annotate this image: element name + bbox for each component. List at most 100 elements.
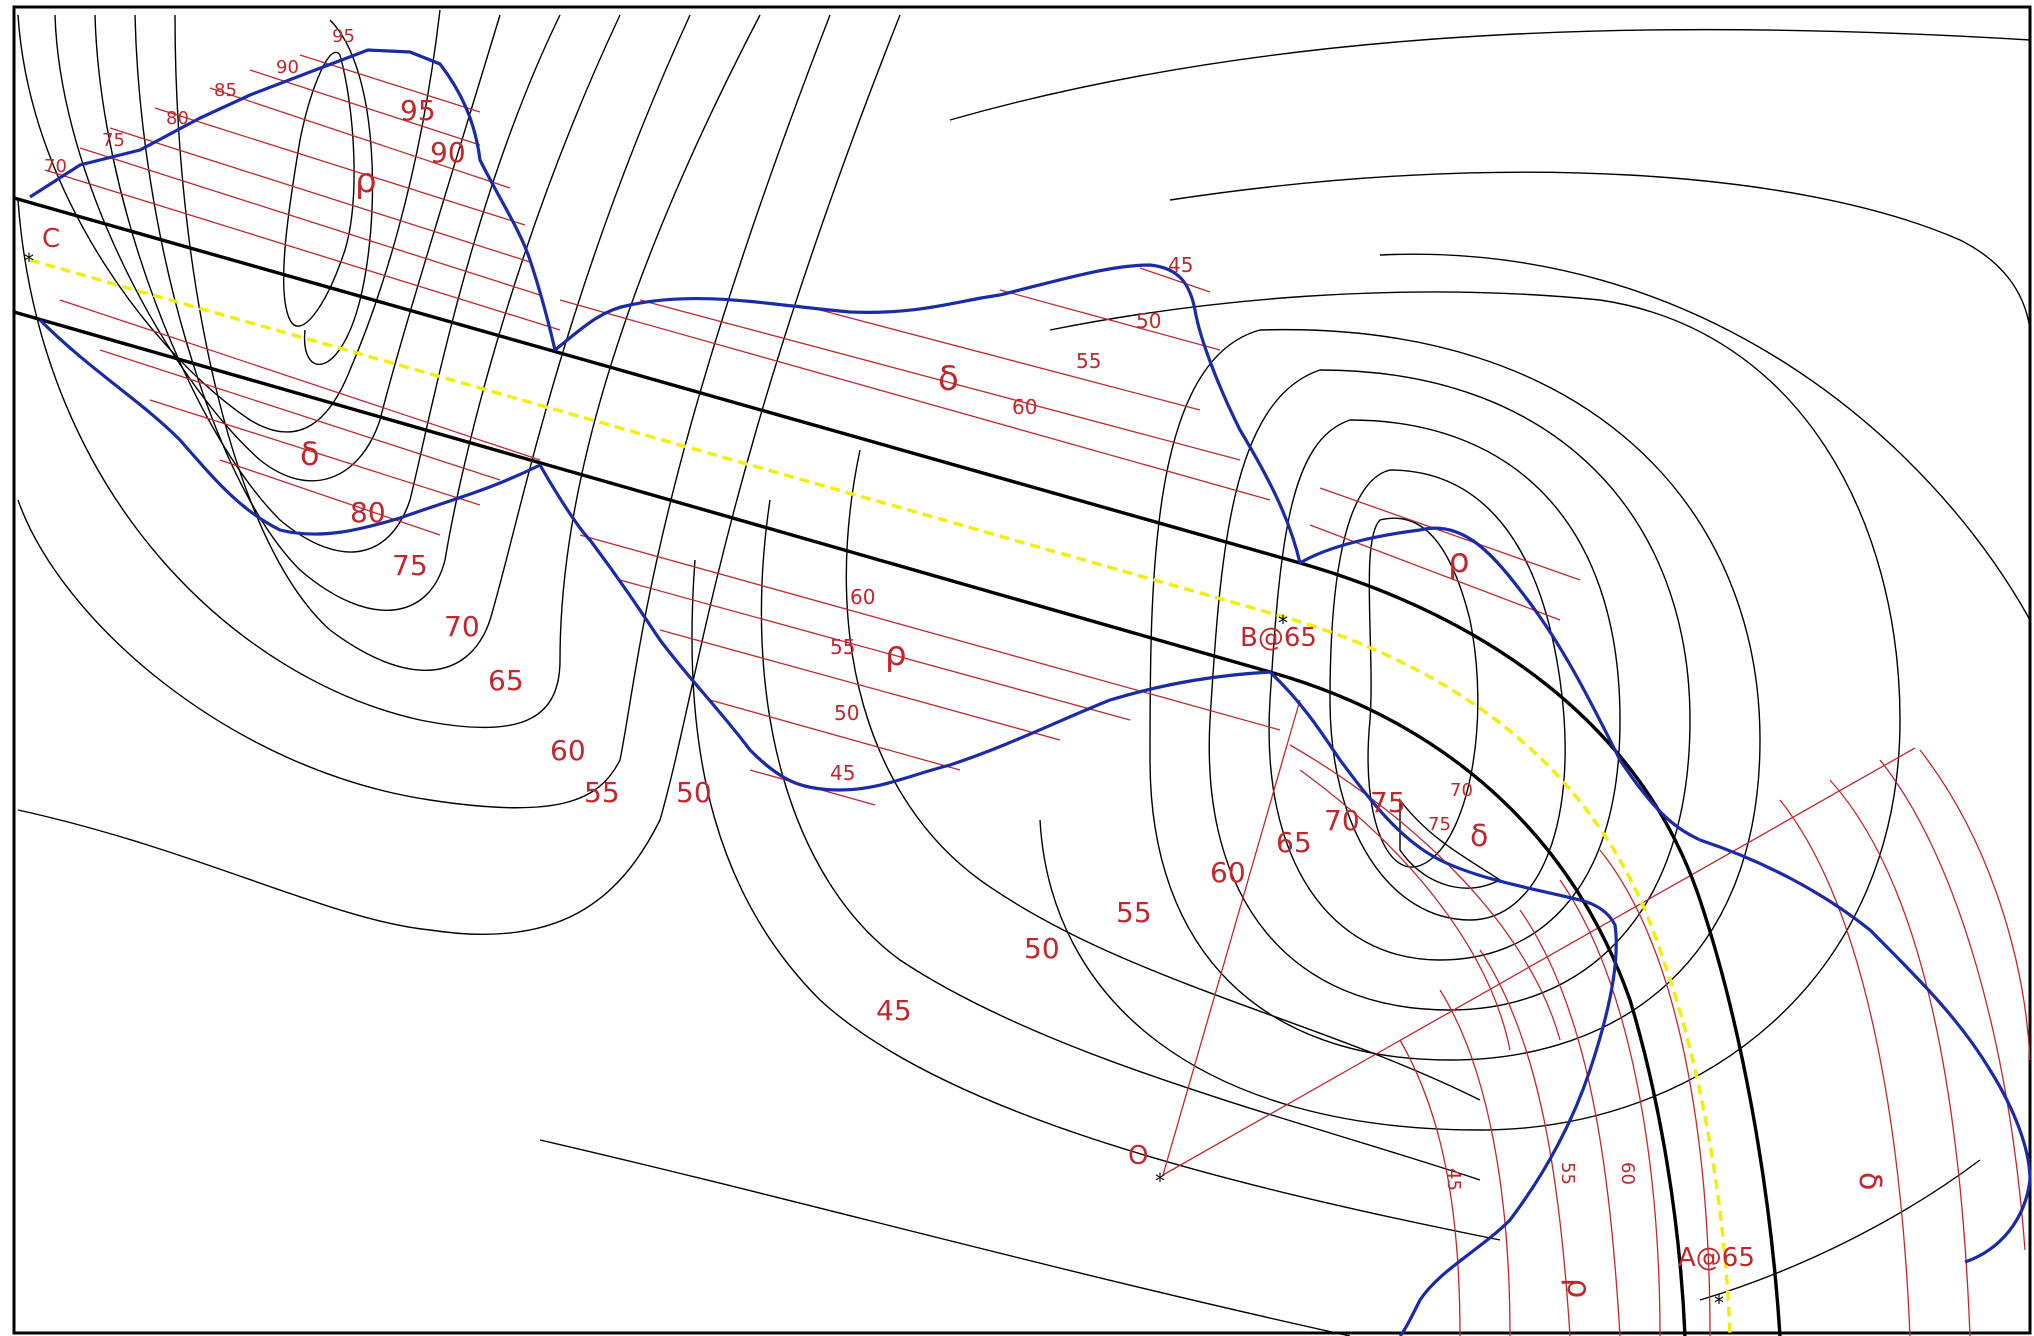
- elevation-label: 55: [830, 635, 855, 659]
- hatch-line: [659, 629, 1061, 741]
- boundary-lower-right: [1268, 670, 1618, 1336]
- hatch-line: [219, 459, 441, 536]
- fill-symbol: δ: [300, 435, 320, 473]
- hatch-line: [79, 147, 541, 296]
- elevation-label: 45: [1443, 1168, 1464, 1191]
- elevation-label: 60: [850, 585, 875, 609]
- elevation-label: 75: [1428, 814, 1451, 835]
- elevation-label: 65: [488, 664, 524, 697]
- contour-line: [1039, 291, 1901, 1131]
- road-edges: [13, 196, 1782, 1336]
- contour-line: [17, 14, 901, 936]
- hatch-line: [999, 289, 1221, 351]
- contour-line: [1268, 419, 1621, 961]
- hatch-arc: [1879, 759, 2026, 1251]
- boundary-right-upper: [1299, 526, 1701, 842]
- elevation-label: 55: [1116, 896, 1152, 929]
- boundary-lower-left: [38, 318, 541, 536]
- point-label-o: O: [1128, 1141, 1148, 1171]
- hatch-lines: [44, 54, 2031, 1336]
- elevation-label: 75: [392, 549, 428, 582]
- drawing-frame: [12, 5, 2032, 1335]
- elevation-label: 70: [444, 610, 480, 643]
- road-edge-lower: [13, 310, 1687, 1336]
- contour-line: [54, 14, 501, 482]
- contour-line: [134, 14, 621, 611]
- point-marker-b: *: [1278, 611, 1288, 635]
- boundary-upper-mid: [554, 263, 1302, 564]
- elevation-label: 95: [332, 26, 355, 47]
- elevation-label: 90: [430, 136, 466, 169]
- fill-symbol: δ: [1470, 819, 1488, 854]
- hatch-line: [149, 399, 481, 506]
- hatch-line: [1139, 267, 1211, 293]
- elevation-label: 45: [1168, 253, 1193, 277]
- hatch-line: [559, 299, 1271, 501]
- elevation-label: 60: [550, 734, 586, 767]
- point-label-c: C: [42, 224, 60, 254]
- contour-line: [303, 19, 374, 366]
- contour-line: [17, 9, 441, 433]
- elevation-label: 70: [1324, 804, 1360, 837]
- hatch-arc: [1399, 1039, 1461, 1336]
- contour-line: [1699, 1159, 1981, 1301]
- elevation-label: 50: [1024, 932, 1060, 965]
- point-label-a: A@65: [1678, 1243, 1755, 1273]
- elevation-label: 85: [214, 80, 237, 101]
- road-centerline: [29, 258, 1732, 1336]
- contour-line: [1149, 328, 1761, 1061]
- contour-line: [282, 51, 355, 327]
- elevation-label: 75: [1370, 786, 1406, 819]
- hatch-arc: [1519, 909, 1621, 1336]
- contour-line: [1379, 253, 2031, 621]
- hatch-line: [44, 169, 561, 331]
- elevation-label: 90: [276, 57, 299, 78]
- elevation-label: 55: [584, 776, 620, 809]
- contour-line: [760, 499, 1481, 1181]
- hatch-line: [579, 534, 1281, 731]
- elevation-label: 75: [102, 130, 125, 151]
- road-edge-upper: [13, 196, 1782, 1336]
- boundary-right-far: [1699, 838, 2032, 1264]
- boundary-lines: [29, 48, 2032, 1336]
- hatch-arc: [1479, 949, 1571, 1336]
- hatch-arc: [1779, 799, 1911, 1336]
- hatch-arc: [1919, 749, 2031, 1061]
- hatch-arc: [1829, 779, 1971, 1336]
- elevation-label: 45: [830, 761, 855, 785]
- hatch-arc: [1599, 849, 1711, 1336]
- point-marker-o: *: [1155, 1169, 1165, 1193]
- hatch-line: [209, 87, 511, 189]
- point-marker-a: *: [1714, 1291, 1724, 1315]
- hatch-line: [59, 299, 541, 461]
- hatch-line: [619, 579, 1131, 721]
- elevation-label: 60: [1617, 1162, 1638, 1185]
- hatch-line: [819, 309, 1201, 411]
- hatch-arc: [1299, 769, 1511, 1051]
- elevation-label: 80: [350, 496, 386, 529]
- hatch-line: [154, 107, 526, 226]
- contour-line: [845, 449, 1481, 1101]
- hatch-line: [639, 299, 1241, 461]
- hatch-arc: [1289, 744, 1561, 1041]
- elevation-label: 50: [676, 776, 712, 809]
- elevation-label: 45: [876, 994, 912, 1027]
- contour-line: [94, 14, 561, 553]
- contour-line: [17, 14, 831, 809]
- fill-symbol: ρ: [355, 161, 377, 201]
- elevation-label: 50: [1136, 309, 1161, 333]
- hatch-line: [1309, 524, 1561, 621]
- hatch-line: [109, 127, 531, 263]
- elevation-label: 50: [834, 701, 859, 725]
- boundary-upper-left: [29, 48, 557, 351]
- point-marker-c: *: [24, 249, 34, 273]
- elevation-label: 60: [1012, 395, 1037, 419]
- fill-symbol: δ: [1852, 1172, 1887, 1190]
- boundary-lower-mid: [538, 464, 1271, 792]
- contour-line: [1329, 469, 1566, 921]
- hatch-line: [1319, 487, 1581, 581]
- fill-symbol: ρ: [1560, 1278, 1598, 1298]
- fill-symbol: ρ: [885, 634, 907, 674]
- fill-symbol: ρ: [1448, 541, 1470, 581]
